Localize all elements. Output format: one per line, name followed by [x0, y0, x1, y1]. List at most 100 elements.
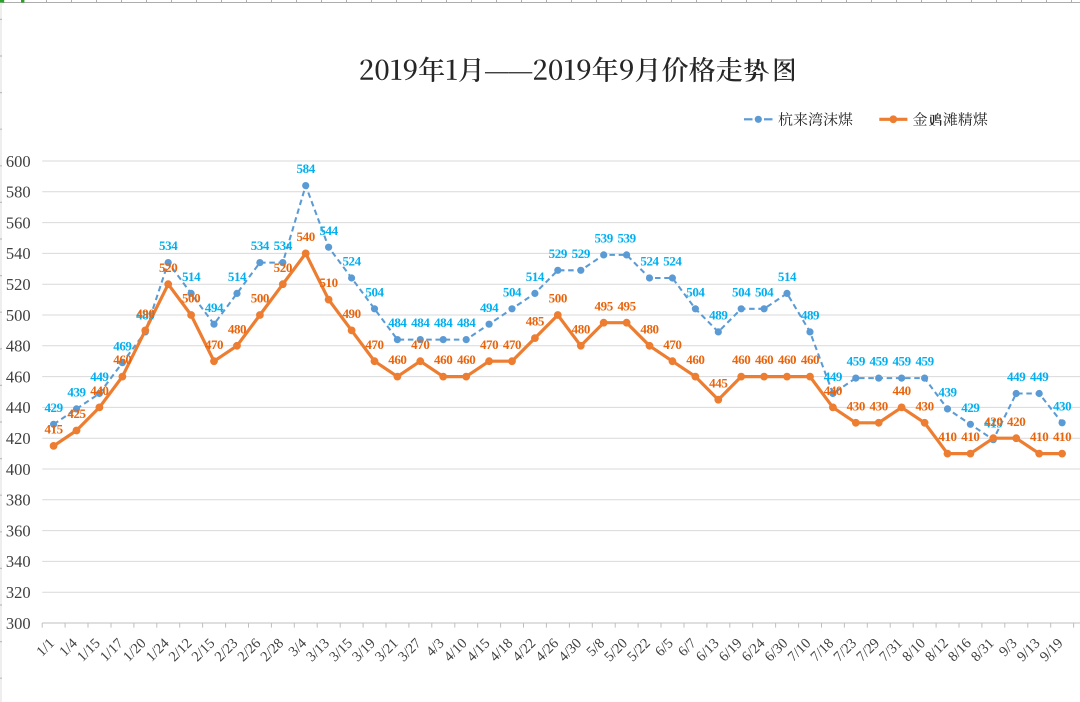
svg-text:480: 480 — [640, 321, 658, 336]
svg-text:470: 470 — [663, 337, 681, 352]
svg-text:529: 529 — [572, 246, 591, 261]
svg-text:504: 504 — [503, 284, 522, 299]
svg-text:490: 490 — [342, 306, 360, 321]
svg-text:420: 420 — [984, 414, 1002, 429]
svg-text:410: 410 — [938, 429, 956, 444]
svg-text:460: 460 — [732, 352, 750, 367]
svg-text:494: 494 — [480, 300, 499, 315]
svg-text:529: 529 — [549, 246, 568, 261]
svg-text:534: 534 — [159, 238, 178, 253]
svg-text:430: 430 — [1053, 398, 1071, 413]
svg-text:420: 420 — [1007, 414, 1025, 429]
svg-text:534: 534 — [251, 238, 270, 253]
svg-text:460: 460 — [778, 352, 796, 367]
svg-text:494: 494 — [205, 300, 224, 315]
svg-text:560: 560 — [6, 213, 31, 232]
svg-text:500: 500 — [6, 306, 31, 325]
svg-text:460: 460 — [434, 352, 452, 367]
svg-text:484: 484 — [411, 315, 430, 330]
svg-text:425: 425 — [67, 406, 86, 421]
svg-text:410: 410 — [1030, 429, 1048, 444]
svg-text:415: 415 — [44, 422, 63, 437]
svg-text:524: 524 — [640, 254, 659, 269]
svg-text:449: 449 — [1030, 369, 1049, 384]
svg-text:430: 430 — [915, 398, 933, 413]
svg-text:449: 449 — [1007, 369, 1026, 384]
svg-text:510: 510 — [319, 275, 337, 290]
svg-text:470: 470 — [503, 337, 521, 352]
svg-text:440: 440 — [824, 383, 842, 398]
svg-text:470: 470 — [411, 337, 429, 352]
svg-text:459: 459 — [915, 354, 934, 369]
svg-text:459: 459 — [892, 354, 911, 369]
svg-text:500: 500 — [182, 291, 200, 306]
svg-text:430: 430 — [847, 398, 865, 413]
svg-text:484: 484 — [457, 315, 476, 330]
svg-text:440: 440 — [892, 383, 910, 398]
svg-text:489: 489 — [136, 308, 155, 323]
svg-text:485: 485 — [526, 314, 545, 329]
svg-text:460: 460 — [686, 352, 704, 367]
svg-text:489: 489 — [709, 308, 728, 323]
svg-text:440: 440 — [6, 398, 31, 417]
svg-text:430: 430 — [870, 398, 888, 413]
svg-text:470: 470 — [480, 337, 498, 352]
svg-text:459: 459 — [847, 354, 866, 369]
svg-text:490: 490 — [136, 306, 154, 321]
svg-text:495: 495 — [595, 298, 614, 313]
svg-text:449: 449 — [90, 369, 109, 384]
svg-text:320: 320 — [6, 583, 31, 602]
svg-text:460: 460 — [457, 352, 475, 367]
svg-text:500: 500 — [251, 291, 269, 306]
svg-text:449: 449 — [824, 369, 843, 384]
svg-text:584: 584 — [297, 161, 316, 176]
svg-text:445: 445 — [709, 375, 728, 390]
svg-text:340: 340 — [6, 552, 31, 571]
svg-text:524: 524 — [663, 254, 682, 269]
svg-text:539: 539 — [595, 231, 614, 246]
svg-text:480: 480 — [228, 321, 246, 336]
svg-text:514: 514 — [228, 269, 247, 284]
svg-text:470: 470 — [205, 337, 223, 352]
svg-text:429: 429 — [961, 400, 980, 415]
svg-text:580: 580 — [6, 183, 31, 202]
svg-text:480: 480 — [572, 321, 590, 336]
svg-text:520: 520 — [6, 275, 31, 294]
svg-text:524: 524 — [342, 254, 361, 269]
svg-text:544: 544 — [319, 223, 338, 238]
svg-text:534: 534 — [274, 238, 293, 253]
svg-text:540: 540 — [297, 229, 315, 244]
svg-text:380: 380 — [6, 491, 31, 510]
svg-text:520: 520 — [274, 260, 292, 275]
svg-text:459: 459 — [870, 354, 889, 369]
svg-text:489: 489 — [801, 308, 820, 323]
svg-text:495: 495 — [617, 298, 636, 313]
svg-text:539: 539 — [617, 231, 636, 246]
svg-text:504: 504 — [732, 284, 751, 299]
svg-text:484: 484 — [434, 315, 453, 330]
svg-text:429: 429 — [44, 400, 63, 415]
svg-text:514: 514 — [182, 269, 201, 284]
svg-text:460: 460 — [801, 352, 819, 367]
svg-text:419: 419 — [984, 415, 1003, 430]
svg-text:504: 504 — [365, 284, 384, 299]
svg-text:484: 484 — [388, 315, 407, 330]
svg-text:420: 420 — [6, 429, 31, 448]
svg-text:460: 460 — [388, 352, 406, 367]
svg-text:480: 480 — [6, 337, 31, 356]
svg-text:300: 300 — [6, 614, 31, 633]
svg-text:410: 410 — [961, 429, 979, 444]
svg-text:514: 514 — [778, 269, 797, 284]
svg-text:514: 514 — [526, 269, 545, 284]
svg-text:504: 504 — [686, 284, 705, 299]
svg-text:410: 410 — [1053, 429, 1071, 444]
svg-text:460: 460 — [113, 352, 131, 367]
svg-text:440: 440 — [90, 383, 108, 398]
svg-text:360: 360 — [6, 521, 31, 540]
svg-text:470: 470 — [365, 337, 383, 352]
svg-text:460: 460 — [755, 352, 773, 367]
svg-text:460: 460 — [6, 367, 31, 386]
svg-text:520: 520 — [159, 260, 177, 275]
svg-text:540: 540 — [6, 244, 31, 263]
svg-text:400: 400 — [6, 460, 31, 479]
